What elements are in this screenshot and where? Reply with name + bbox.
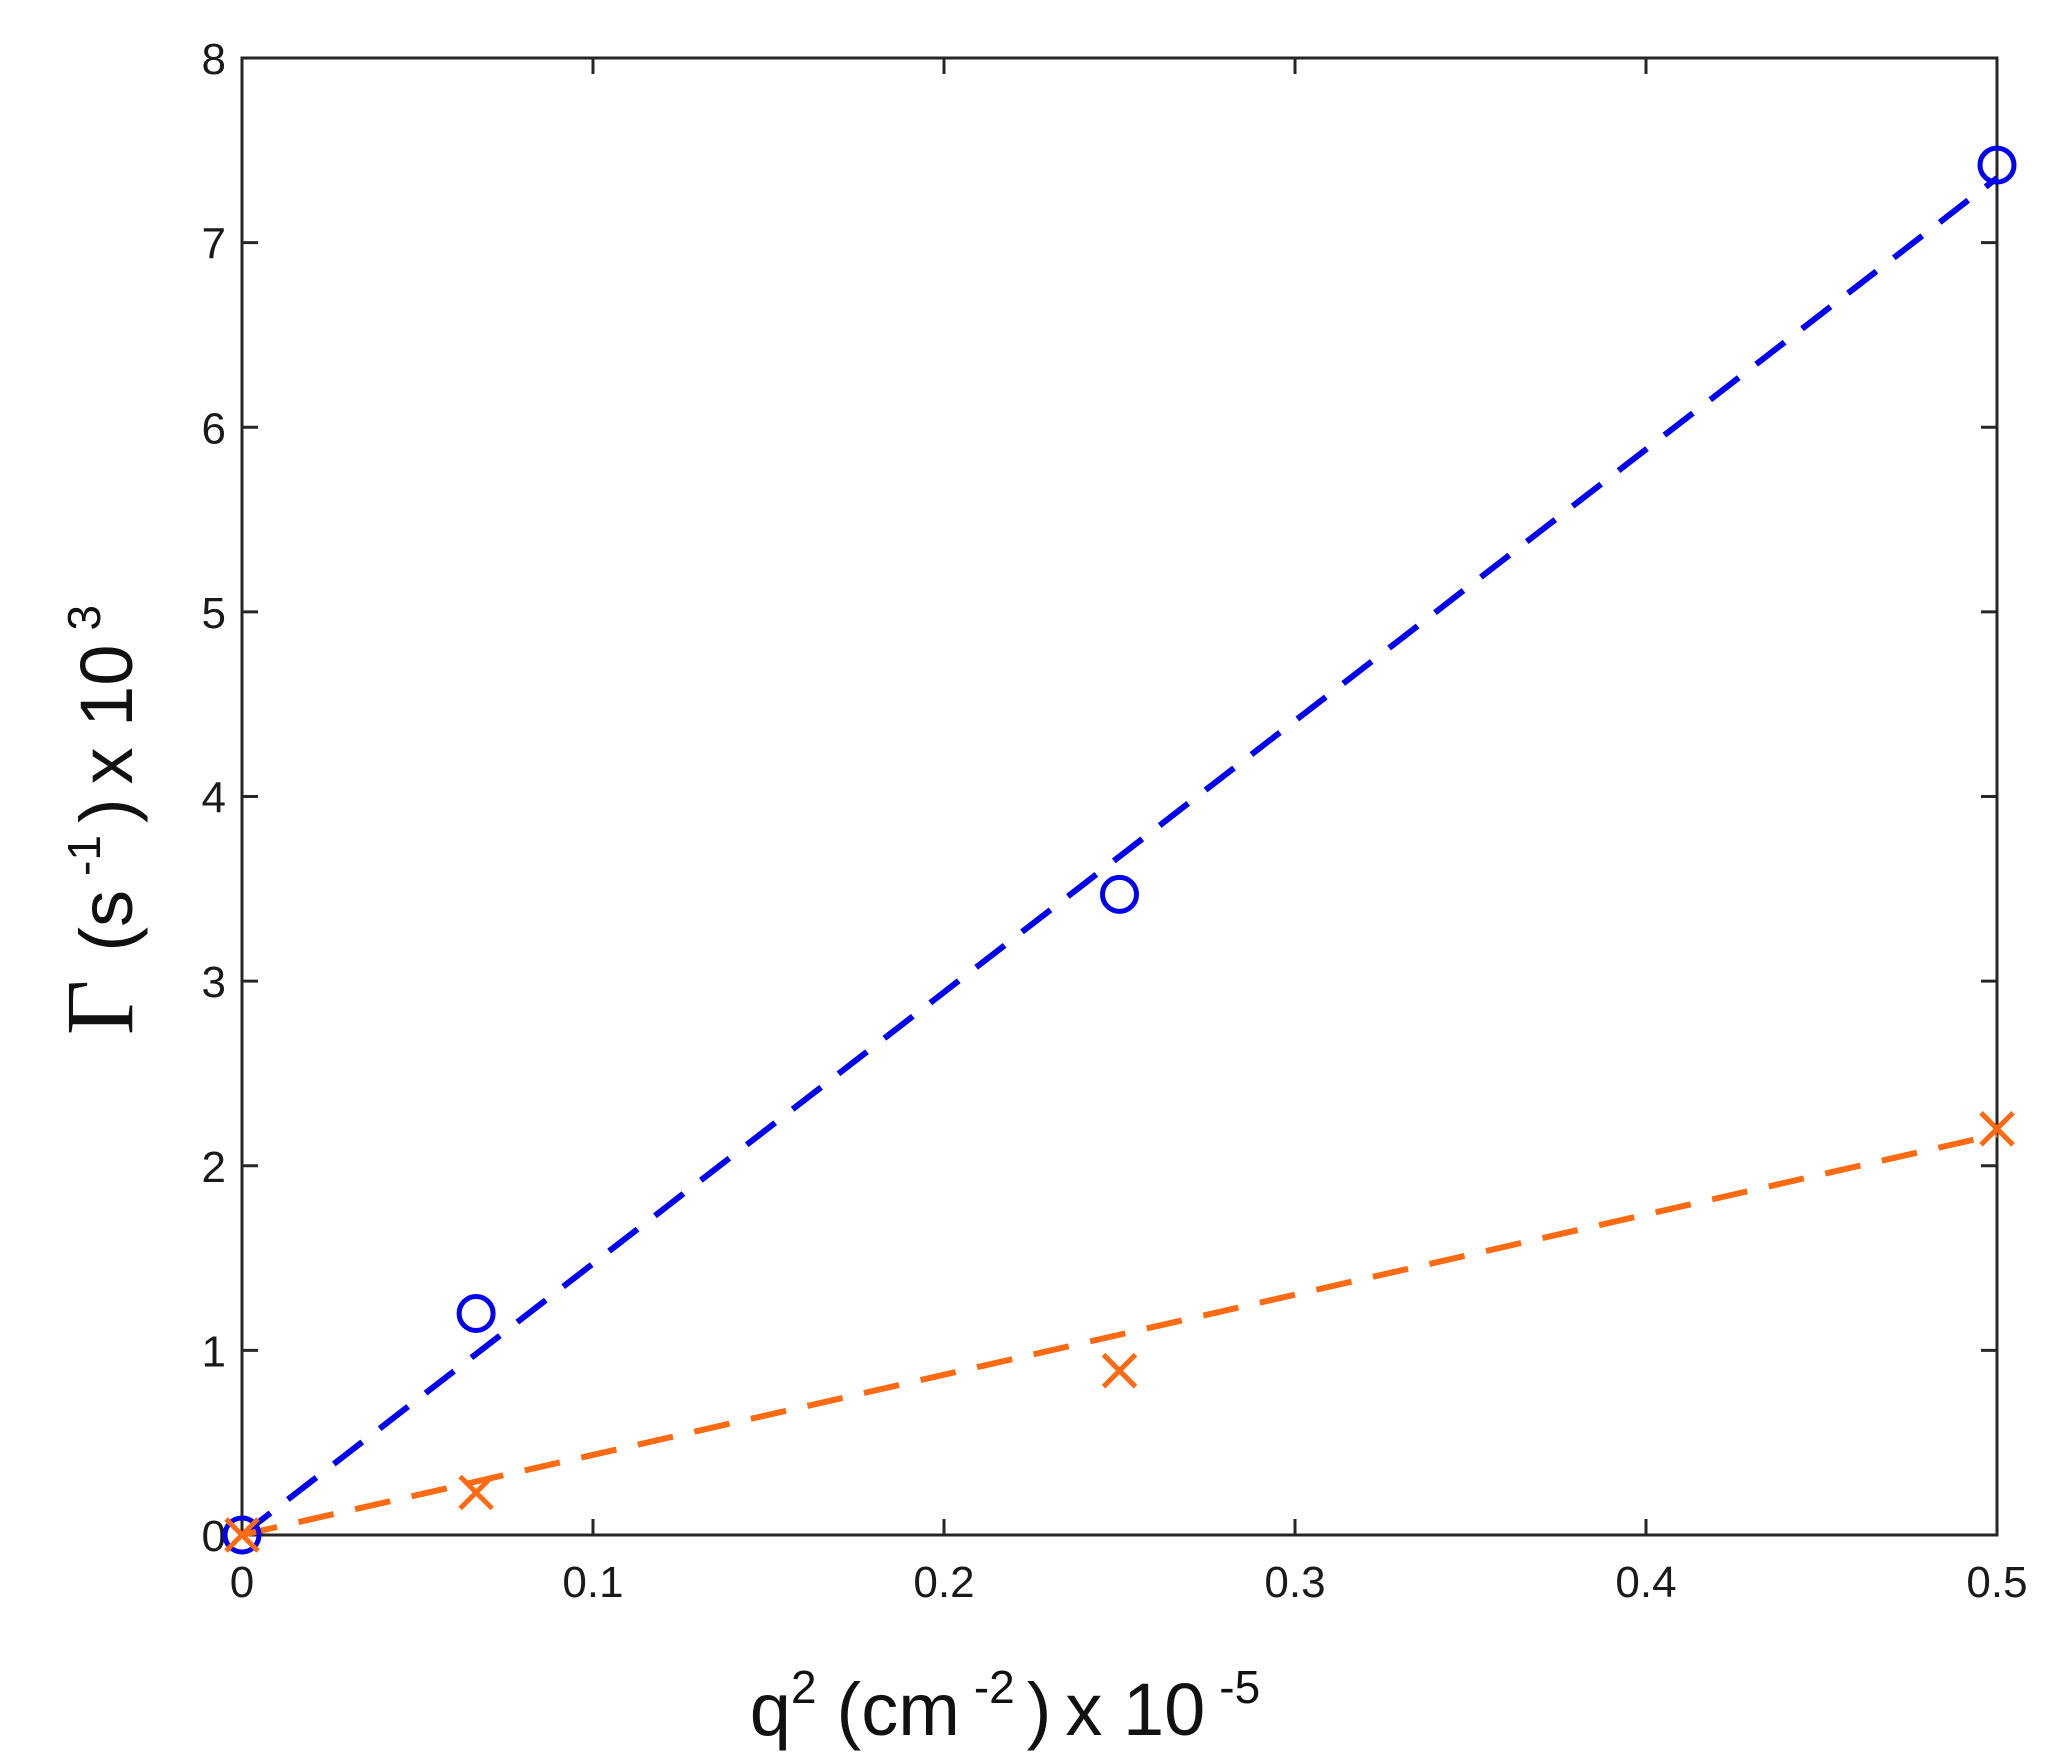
y-tick-label: 2 — [202, 1143, 226, 1192]
y-axis-unit-close: ) — [65, 798, 148, 823]
x-ticks: 0 0.1 0.2 0.3 0.4 0.5 — [230, 58, 2028, 1607]
x-marker-stroke — [224, 1517, 260, 1553]
y-axis-scale-sup: 3 — [58, 605, 110, 631]
x-tick-label: 0.1 — [562, 1558, 623, 1607]
x-marker-stroke — [1979, 1111, 2015, 1147]
y-axis-symbol: Γ — [46, 980, 153, 1036]
x-axis-base-sup: 2 — [791, 1661, 817, 1713]
x-axis-unit-sup: -2 — [974, 1661, 1015, 1713]
y-tick-label: 8 — [202, 35, 226, 84]
x-axis-scale-sup: -5 — [1219, 1661, 1260, 1713]
fit-lines — [240, 175, 1999, 1538]
x-axis-scale-base: x 10 — [1065, 1668, 1205, 1751]
x-tick-label: 0.3 — [1264, 1558, 1325, 1607]
x-axis-unit-close: ) — [1027, 1668, 1052, 1751]
fit-line-series-1 — [240, 175, 1999, 1538]
y-tick-label: 1 — [202, 1327, 226, 1376]
x-axis-base: q — [750, 1668, 791, 1751]
y-tick-label: 5 — [202, 589, 226, 638]
y-axis-title: Γ (s -1) x 10 3 — [46, 605, 153, 1035]
x-tick-label: 0 — [230, 1558, 254, 1607]
y-axis-unit-open: (s — [65, 890, 148, 952]
y-tick-label: 7 — [202, 220, 226, 269]
circle-marker — [456, 1293, 496, 1333]
x-tick-label: 0.2 — [913, 1558, 974, 1607]
circle-marker — [1100, 874, 1139, 914]
y-tick-label: 0 — [202, 1512, 226, 1561]
y-ticks: 0 1 2 3 4 5 6 7 8 — [202, 35, 1997, 1561]
circle-marker — [222, 1515, 262, 1555]
x-axis-unit-open: (cm — [837, 1668, 960, 1751]
x-marker — [1979, 1111, 2015, 1147]
y-tick-label: 6 — [202, 404, 226, 453]
x-marker — [224, 1517, 260, 1553]
x-axis-title: q2 (cm -2) x 10 -5 — [750, 1661, 1260, 1751]
x-tick-label: 0.4 — [1615, 1558, 1676, 1607]
y-axis-unit-sup: -1 — [58, 835, 110, 876]
circle-marker — [1977, 145, 2017, 185]
x-tick-label: 0.5 — [1966, 1558, 2027, 1607]
x-marker-stroke — [1101, 1352, 1138, 1389]
x-marker — [1101, 1352, 1138, 1389]
x-marker — [458, 1474, 494, 1511]
fit-line-series-2 — [241, 1131, 1998, 1538]
y-tick-label: 3 — [202, 958, 226, 1007]
y-tick-label: 4 — [202, 774, 226, 823]
markers — [222, 145, 2017, 1555]
x-marker-stroke — [458, 1474, 494, 1511]
y-axis-scale-base: x 10 — [65, 645, 148, 785]
